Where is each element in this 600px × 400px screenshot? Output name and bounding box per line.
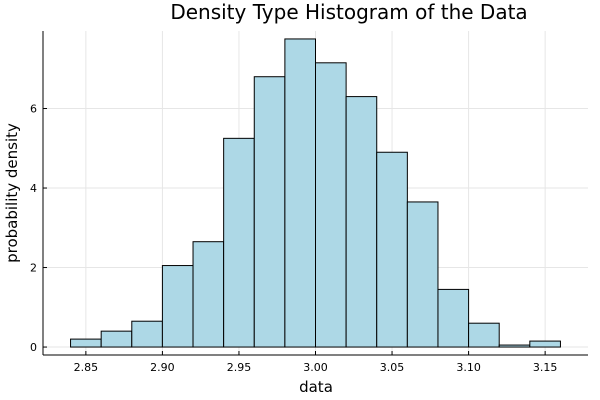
histogram-bar xyxy=(223,137,255,348)
histogram-bar xyxy=(100,330,133,348)
bars xyxy=(70,38,561,348)
x-tick-label: 2.95 xyxy=(227,361,252,374)
x-tick-label: 3.15 xyxy=(533,361,558,374)
y-tick-label: 0 xyxy=(30,341,37,354)
histogram-bar xyxy=(437,288,470,348)
x-axis-label: data xyxy=(299,378,333,396)
histogram-bar xyxy=(161,265,194,348)
histogram-bar xyxy=(284,38,316,348)
histogram-bar xyxy=(315,62,347,348)
y-tick-labels: 0 2 4 6 xyxy=(30,103,37,355)
histogram-bar xyxy=(345,96,378,348)
histogram-bar xyxy=(406,201,439,348)
x-tick-label: 2.85 xyxy=(74,361,99,374)
y-axis-label: probability density xyxy=(3,123,21,263)
histogram-bar xyxy=(253,76,286,348)
histogram-bar xyxy=(498,344,531,348)
y-tick-label: 2 xyxy=(30,262,37,275)
histogram-bar xyxy=(131,320,163,348)
histogram-bar xyxy=(529,340,561,348)
x-tick-label: 3.05 xyxy=(380,361,405,374)
y-tick-label: 4 xyxy=(30,182,37,195)
axes xyxy=(42,31,588,356)
chart-title: Density Type Histogram of the Data xyxy=(170,0,527,24)
x-tick-label: 2.90 xyxy=(150,361,175,374)
histogram-bar xyxy=(192,241,225,348)
x-tick-label: 3.00 xyxy=(303,361,328,374)
histogram-bar xyxy=(468,322,500,348)
x-tick-label: 3.10 xyxy=(456,361,481,374)
y-tick-label: 6 xyxy=(30,103,37,116)
x-tick-labels: 2.85 2.90 2.95 3.00 3.05 3.10 3.15 xyxy=(74,361,558,374)
histogram-bar xyxy=(376,151,408,348)
histogram-bar xyxy=(70,338,102,348)
